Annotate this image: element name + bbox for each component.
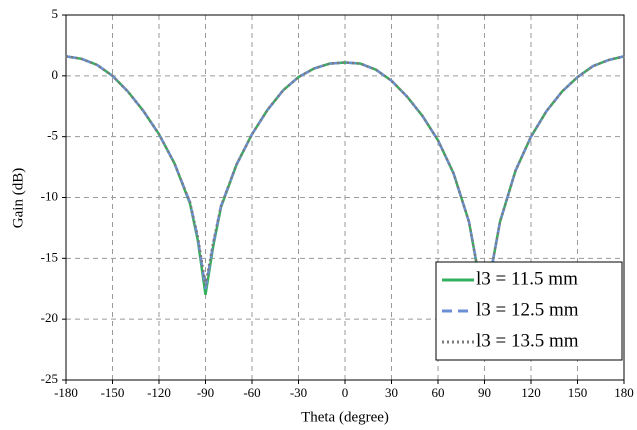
x-tick-label: -30 — [290, 385, 307, 400]
series-line — [65, 55, 625, 344]
y-tick-label: 5 — [52, 6, 59, 21]
x-tick-label: 150 — [568, 385, 588, 400]
legend-label: l3 = 12.5 mm — [476, 299, 579, 320]
plot-frame — [65, 14, 625, 381]
legend: l3 = 11.5 mm l3 = 12.5 mm l3 = 13.5 mm — [435, 261, 623, 361]
y-tick-label: 0 — [52, 67, 59, 82]
x-tick-label: 90 — [478, 385, 491, 400]
legend-label: l3 = 11.5 mm — [476, 268, 578, 289]
x-tick-label: 0 — [342, 385, 349, 400]
x-tick-label: -150 — [101, 385, 125, 400]
x-tick-label: 180 — [614, 385, 634, 400]
y-tick-label: -10 — [41, 188, 58, 203]
x-tick-label: -60 — [243, 385, 260, 400]
x-tick-label: 60 — [432, 385, 445, 400]
x-axis-label: Theta (degree) — [301, 409, 389, 425]
y-tick-label: -20 — [41, 310, 58, 325]
x-tick-label: -180 — [54, 385, 78, 400]
x-tick-label: 30 — [385, 385, 398, 400]
legend-label: l3 = 13.5 mm — [476, 330, 579, 351]
y-axis-label: Gain (dB) — [10, 168, 26, 228]
x-tick-label: 120 — [521, 385, 541, 400]
y-tick-label: -25 — [41, 371, 58, 386]
y-tick-label: -15 — [41, 249, 58, 264]
y-tick-label: -5 — [47, 128, 58, 143]
x-tick-label: -120 — [147, 385, 171, 400]
x-tick-label: -90 — [197, 385, 214, 400]
